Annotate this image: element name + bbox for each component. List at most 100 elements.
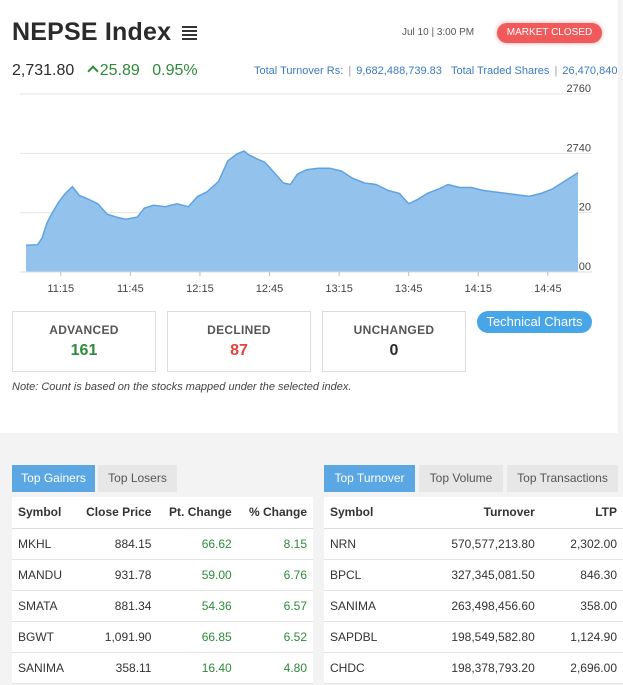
x-tick-label: 13:15 <box>325 283 353 295</box>
tab-top-volume[interactable]: Top Volume <box>419 465 503 492</box>
tab-top-losers[interactable]: Top Losers <box>98 465 177 492</box>
unchanged-box: UNCHANGED 0 <box>322 311 466 372</box>
table-row[interactable]: SANIMA 263,498,456.60 358.00 <box>324 590 623 622</box>
value-cell: 59.00 <box>157 559 238 591</box>
value-cell: 66.62 <box>157 528 238 560</box>
top-gainers-table: Symbol Close Price Pt. Change % Change M… <box>12 497 313 684</box>
value-cell: 198,378,793.20 <box>407 652 541 684</box>
symbol-cell[interactable]: SMATA <box>12 590 75 622</box>
page-title: NEPSE Index <box>12 18 172 46</box>
value-cell: 358.11 <box>74 652 158 684</box>
tab-top-gainers[interactable]: Top Gainers <box>12 465 95 492</box>
symbol-cell[interactable]: SANIMA <box>12 652 75 684</box>
x-tick-label: 14:45 <box>534 283 562 295</box>
y-tick-label: 2740 <box>567 142 591 154</box>
value-cell: 66.85 <box>157 621 238 653</box>
point-change-value: 25.89 <box>99 62 140 79</box>
x-tick-label: 11:45 <box>117 283 144 295</box>
table-header-row: Symbol Close Price Pt. Change % Change <box>12 497 313 529</box>
traded-shares-value: 26,470,840 <box>562 65 618 77</box>
value-cell: 54.36 <box>157 590 238 622</box>
advanced-label: ADVANCED <box>49 323 119 337</box>
table-row[interactable]: BGWT 1,091.90 66.85 6.52 <box>12 621 313 653</box>
table-row[interactable]: SANIMA 358.11 16.40 4.80 <box>12 652 313 684</box>
turnover-label: Total Turnover Rs: <box>254 65 344 77</box>
symbol-cell[interactable]: SANIMA <box>324 590 408 622</box>
column-header[interactable]: Turnover <box>407 497 541 529</box>
caret-up-icon <box>87 65 99 77</box>
value-cell: 6.52 <box>237 621 313 653</box>
declined-count: 87 <box>230 342 248 359</box>
value-cell: 6.57 <box>237 590 313 622</box>
column-header[interactable]: Pt. Change <box>157 497 238 529</box>
market-datetime: Jul 10 | 3:00 PM <box>402 27 475 38</box>
turnover-value: 9,682,488,739.83 <box>356 65 442 77</box>
index-point-change: 25.89 <box>85 62 140 79</box>
value-cell: 263,498,456.60 <box>407 590 541 622</box>
table-row[interactable]: MANDU 931.78 59.00 6.76 <box>12 559 313 591</box>
value-cell: 198,549,582.80 <box>407 621 541 653</box>
value-cell: 16.40 <box>157 652 238 684</box>
table-header-row: Symbol Turnover LTP <box>324 497 623 529</box>
market-status-badge: MARKET CLOSED <box>497 23 602 43</box>
declined-label: DECLINED <box>207 323 271 337</box>
value-cell: 4.80 <box>237 652 313 684</box>
y-tick-label: 2760 <box>567 84 591 95</box>
symbol-cell[interactable]: MKHL <box>12 528 75 560</box>
unchanged-count: 0 <box>389 342 399 359</box>
table-row[interactable]: NRN 570,577,213.80 2,302.00 <box>324 528 623 560</box>
index-summary-panel: NEPSE Index Jul 10 | 3:00 PM MARKET CLOS… <box>0 0 618 433</box>
value-cell: 1,124.90 <box>540 621 623 653</box>
column-header[interactable]: % Change <box>237 497 313 529</box>
traded-shares-label: Total Traded Shares <box>450 65 550 77</box>
symbol-cell[interactable]: MANDU <box>12 559 75 591</box>
unchanged-label: UNCHANGED <box>353 323 435 337</box>
table-row[interactable]: BPCL 327,345,081.50 846.30 <box>324 559 623 591</box>
symbol-cell[interactable]: NRN <box>324 528 408 560</box>
x-tick-label: 12:15 <box>186 283 214 295</box>
value-cell: 2,302.00 <box>540 528 623 560</box>
value-cell: 881.34 <box>74 590 158 622</box>
index-value: 2,731.80 <box>12 62 75 79</box>
value-cell: 6.76 <box>237 559 313 591</box>
index-note: Note: Count is based on the stocks mappe… <box>12 381 352 393</box>
x-tick-label: 13:45 <box>395 283 423 295</box>
column-header[interactable]: LTP <box>540 497 623 529</box>
declined-box: DECLINED 87 <box>167 311 311 372</box>
top-turnover-table: Symbol Turnover LTP NRN 570,577,213.80 2,3… <box>324 497 623 684</box>
x-tick-label: 11:15 <box>47 283 74 295</box>
column-header[interactable]: Symbol <box>324 497 408 529</box>
column-header[interactable]: Symbol <box>12 497 75 529</box>
technical-charts-button[interactable]: Technical Charts <box>477 311 592 333</box>
table-row[interactable]: MKHL 884.15 66.62 8.15 <box>12 528 313 560</box>
value-cell: 8.15 <box>237 528 313 560</box>
symbol-cell[interactable]: SAPDBL <box>324 621 408 653</box>
table-row[interactable]: SAPDBL 198,549,582.80 1,124.90 <box>324 621 623 653</box>
value-cell: 884.15 <box>74 528 158 560</box>
value-cell: 358.00 <box>540 590 623 622</box>
value-cell: 1,091.90 <box>74 621 158 653</box>
value-cell: 2,696.00 <box>540 652 623 684</box>
index-menu-icon[interactable] <box>182 26 197 40</box>
value-cell: 570,577,213.80 <box>407 528 541 560</box>
tab-top-turnover[interactable]: Top Turnover <box>324 465 415 492</box>
tab-top-transactions[interactable]: Top Transactions <box>507 465 618 492</box>
index-value-row: 2,731.80 25.89 0.95% <box>12 62 198 80</box>
market-stats: Total Turnover Rs: | 9,682,488,739.83 To… <box>254 65 618 77</box>
x-tick-label: 14:15 <box>465 283 493 295</box>
column-header[interactable]: Close Price <box>74 497 158 529</box>
table-row[interactable]: CHDC 198,378,793.20 2,696.00 <box>324 652 623 684</box>
value-cell: 327,345,081.50 <box>407 559 541 591</box>
index-area <box>26 151 578 272</box>
index-line <box>25 150 579 247</box>
advanced-box: ADVANCED 161 <box>12 311 156 372</box>
symbol-cell[interactable]: CHDC <box>324 652 408 684</box>
value-cell: 931.78 <box>74 559 158 591</box>
value-cell: 846.30 <box>540 559 623 591</box>
symbol-cell[interactable]: BGWT <box>12 621 75 653</box>
x-tick-label: 12:45 <box>256 283 284 295</box>
symbol-cell[interactable]: BPCL <box>324 559 408 591</box>
table-row[interactable]: SMATA 881.34 54.36 6.57 <box>12 590 313 622</box>
index-percent-change: 0.95% <box>152 62 198 79</box>
